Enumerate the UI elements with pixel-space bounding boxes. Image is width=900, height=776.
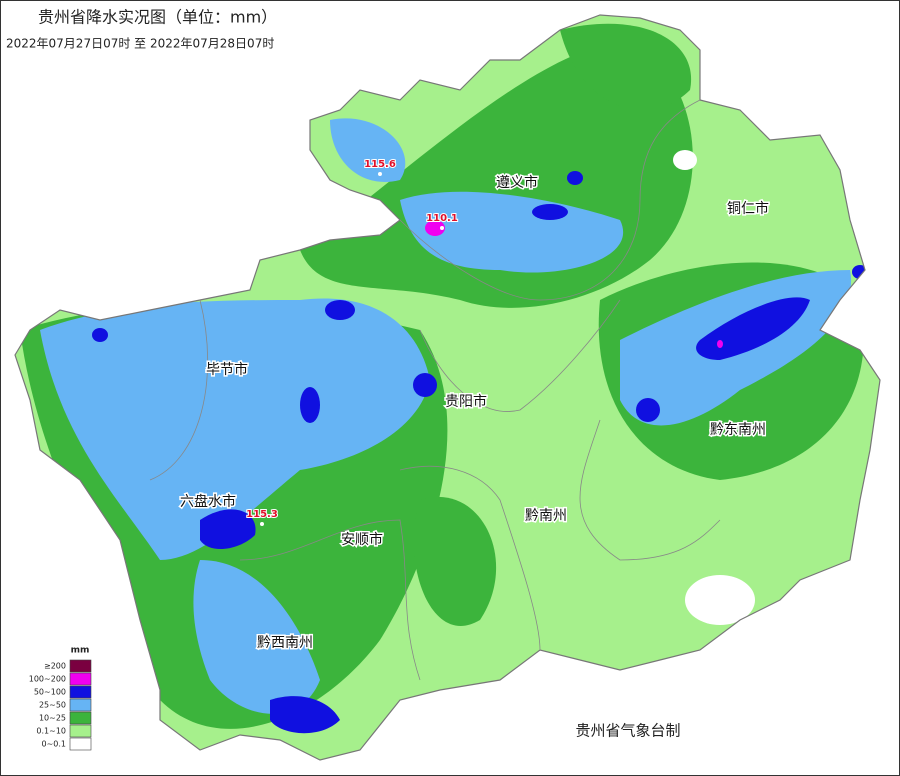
station-dot (378, 172, 382, 176)
legend-label: ≥200 (44, 662, 66, 671)
max-value: 115.6 (364, 159, 396, 170)
city-label: 毕节市 (206, 361, 248, 378)
legend-swatch (69, 711, 92, 725)
legend-swatch (69, 685, 92, 699)
legend-swatch (69, 672, 92, 686)
subtitle: 2022年07月27日07时 至 2022年07月28日07时 (6, 37, 274, 51)
legend-swatch (69, 737, 92, 751)
legend-unit: mm (71, 646, 90, 656)
legend-swatch (69, 724, 92, 738)
city-label: 黔东南州 (710, 422, 766, 438)
city-label: 遵义市 (496, 174, 538, 191)
legend-label: 0~0.1 (41, 740, 66, 749)
legend-label: 50~100 (34, 688, 66, 697)
max-value: 115.3 (246, 509, 278, 520)
city-label: 贵阳市 (445, 393, 487, 410)
city-label: 黔西南州 (257, 635, 313, 651)
legend-label: 100~200 (29, 675, 66, 684)
city-borders (149, 99, 721, 681)
legend-swatch (69, 698, 92, 712)
legend-label: 10~25 (39, 714, 66, 723)
city-label: 黔南州 (525, 508, 567, 524)
city-label: 安顺市 (341, 531, 383, 548)
legend-label: 25~50 (39, 701, 66, 710)
legend-swatch (69, 659, 92, 673)
city-label: 六盘水市 (180, 493, 236, 510)
station-dot (440, 226, 444, 230)
station-dot (260, 522, 264, 526)
city-label: 铜仁市 (727, 200, 769, 217)
credit: 贵州省气象台制 (575, 722, 680, 740)
legend-label: 0.1~10 (36, 727, 66, 736)
max-value: 110.1 (426, 213, 458, 224)
title: 贵州省降水实况图（单位：mm） (38, 8, 277, 27)
